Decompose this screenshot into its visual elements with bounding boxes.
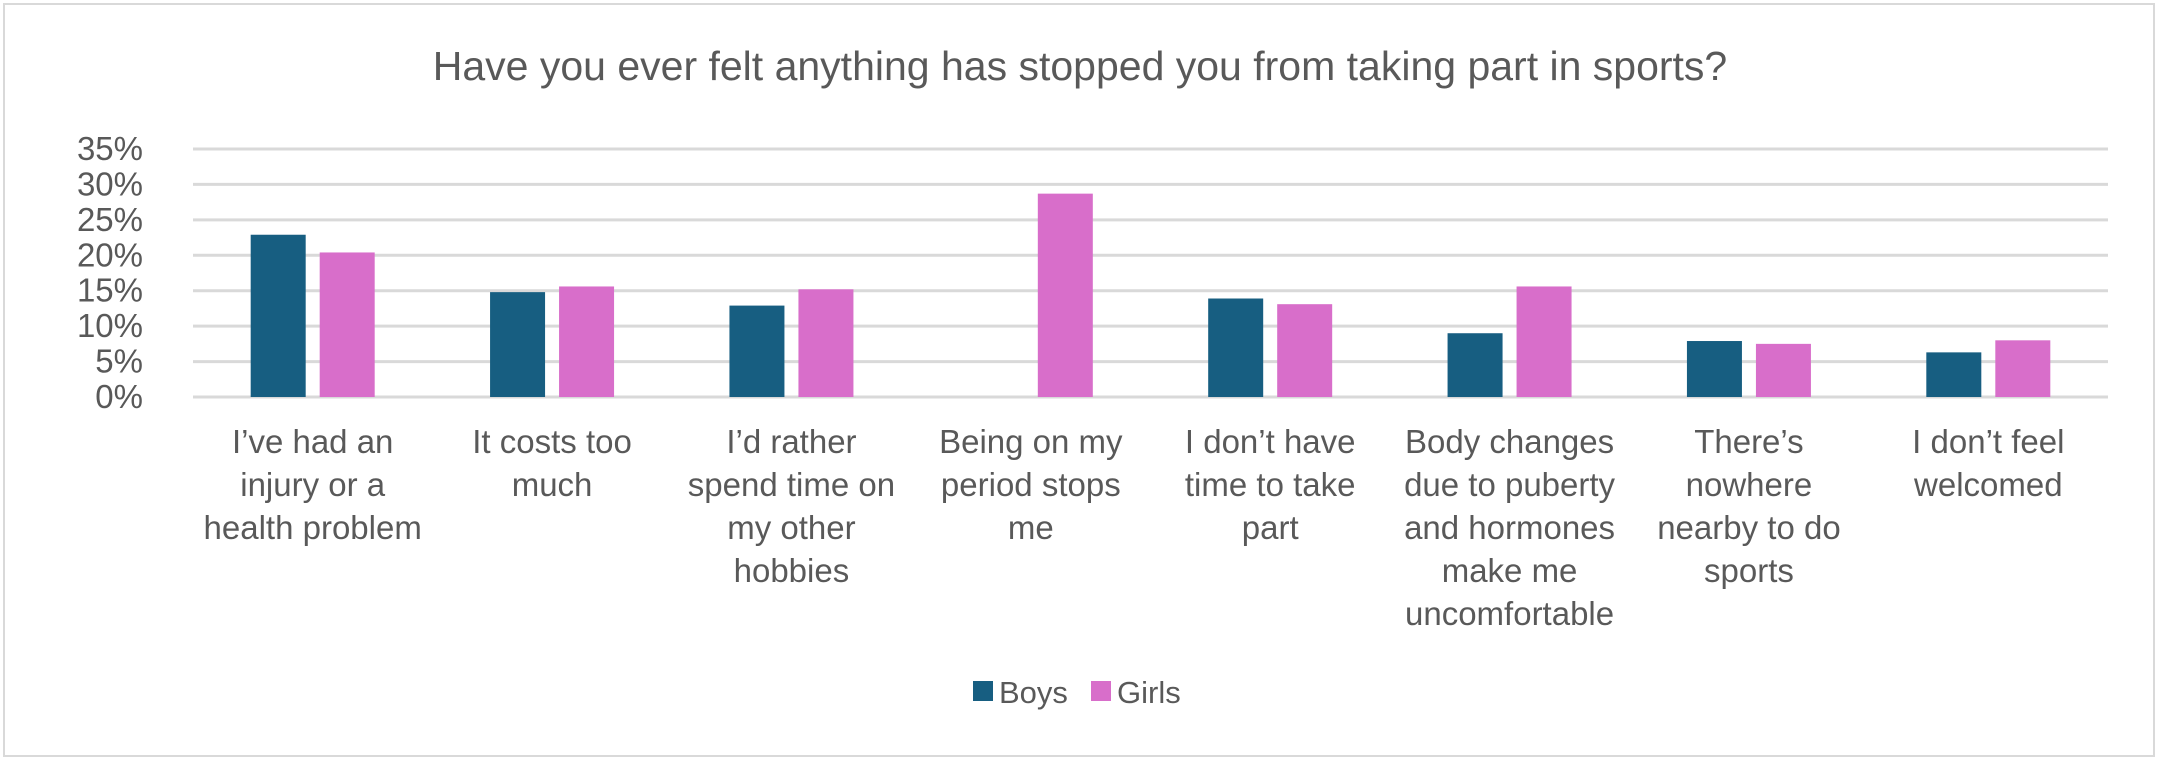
y-tick-label: 30%	[77, 165, 143, 202]
x-category-label: Body changes due to puberty and hormones ma…	[1404, 423, 1615, 632]
legend-swatch-boys	[973, 681, 993, 701]
x-category-label-line: uncomfortable	[1405, 595, 1614, 632]
x-category-label-line: There’s	[1694, 423, 1803, 460]
y-axis-ticks: 0%5%10%15%20%25%30%35%	[77, 130, 143, 415]
x-category-label-line: Being on my	[939, 423, 1123, 460]
legend: Boys Girls	[973, 675, 1181, 710]
bar-girls	[1995, 340, 2051, 397]
x-category-label-line: I’ve had an	[232, 423, 393, 460]
bar-girls	[798, 289, 854, 397]
x-category-label-line: and hormones	[1404, 509, 1615, 546]
x-category-label-line: part	[1242, 509, 1299, 546]
bar-girls	[319, 252, 375, 397]
bar-boys	[1447, 333, 1503, 397]
x-category-label: I don’t have time to take part	[1185, 423, 1356, 546]
legend-label-boys: Boys	[999, 675, 1068, 710]
bar-girls	[1516, 286, 1572, 397]
x-category-label-line: nowhere	[1686, 466, 1813, 503]
y-tick-label: 0%	[95, 378, 143, 415]
bar-girls	[1037, 193, 1093, 397]
x-category-label-line: due to puberty	[1404, 466, 1615, 503]
x-category-label-line: It costs too	[472, 423, 632, 460]
legend-swatch-girls	[1091, 681, 1111, 701]
x-category-label-line: I’d rather	[726, 423, 856, 460]
x-category-label: I’d rather spend time on my other hobbies	[688, 423, 895, 589]
x-category-label-line: much	[512, 466, 593, 503]
x-category-label: There’s nowhere nearby to do sports	[1657, 423, 1840, 589]
bar-girls	[559, 286, 615, 397]
x-category-label-line: my other	[727, 509, 855, 546]
y-tick-label: 25%	[77, 201, 143, 238]
y-tick-label: 20%	[77, 236, 143, 273]
x-category-label-line: me	[1008, 509, 1054, 546]
x-category-label-line: nearby to do	[1657, 509, 1840, 546]
x-category-label: It costs too much	[472, 423, 632, 503]
x-category-label-line: spend time on	[688, 466, 895, 503]
bar-boys	[250, 234, 306, 397]
bars	[250, 193, 2051, 397]
bar-girls	[1755, 343, 1811, 397]
x-category-label: Being on my period stops me	[939, 423, 1123, 546]
legend-label-girls: Girls	[1117, 675, 1181, 710]
x-category-label-line: time to take	[1185, 466, 1356, 503]
y-tick-label: 5%	[95, 343, 143, 380]
bar-boys	[729, 305, 785, 397]
y-tick-label: 10%	[77, 307, 143, 344]
x-category-label-line: make me	[1442, 552, 1578, 589]
x-category-label-line: injury or a	[240, 466, 386, 503]
bar-boys	[1208, 298, 1264, 397]
x-category-label-line: period stops	[941, 466, 1121, 503]
x-category-label: I don’t feel welcomed	[1912, 423, 2064, 503]
bar-girls	[1277, 304, 1333, 397]
x-category-label-line: hobbies	[734, 552, 850, 589]
y-tick-label: 15%	[77, 272, 143, 309]
x-category-label-line: I don’t have	[1185, 423, 1356, 460]
y-tick-label: 35%	[77, 130, 143, 167]
bar-boys	[1686, 341, 1742, 397]
bar-boys	[1926, 352, 1982, 397]
chart-title: Have you ever felt anything has stopped …	[433, 43, 1728, 89]
x-category-label-line: I don’t feel	[1912, 423, 2064, 460]
x-category-label: I’ve had an injury or a health problem	[204, 423, 422, 546]
x-category-label-line: Body changes	[1405, 423, 1614, 460]
x-category-label-line: health problem	[204, 509, 422, 546]
bar-boys	[490, 292, 546, 397]
x-axis-labels: I’ve had an injury or a health problem It c…	[204, 423, 2065, 632]
x-category-label-line: welcomed	[1913, 466, 2063, 503]
x-category-label-line: sports	[1704, 552, 1794, 589]
